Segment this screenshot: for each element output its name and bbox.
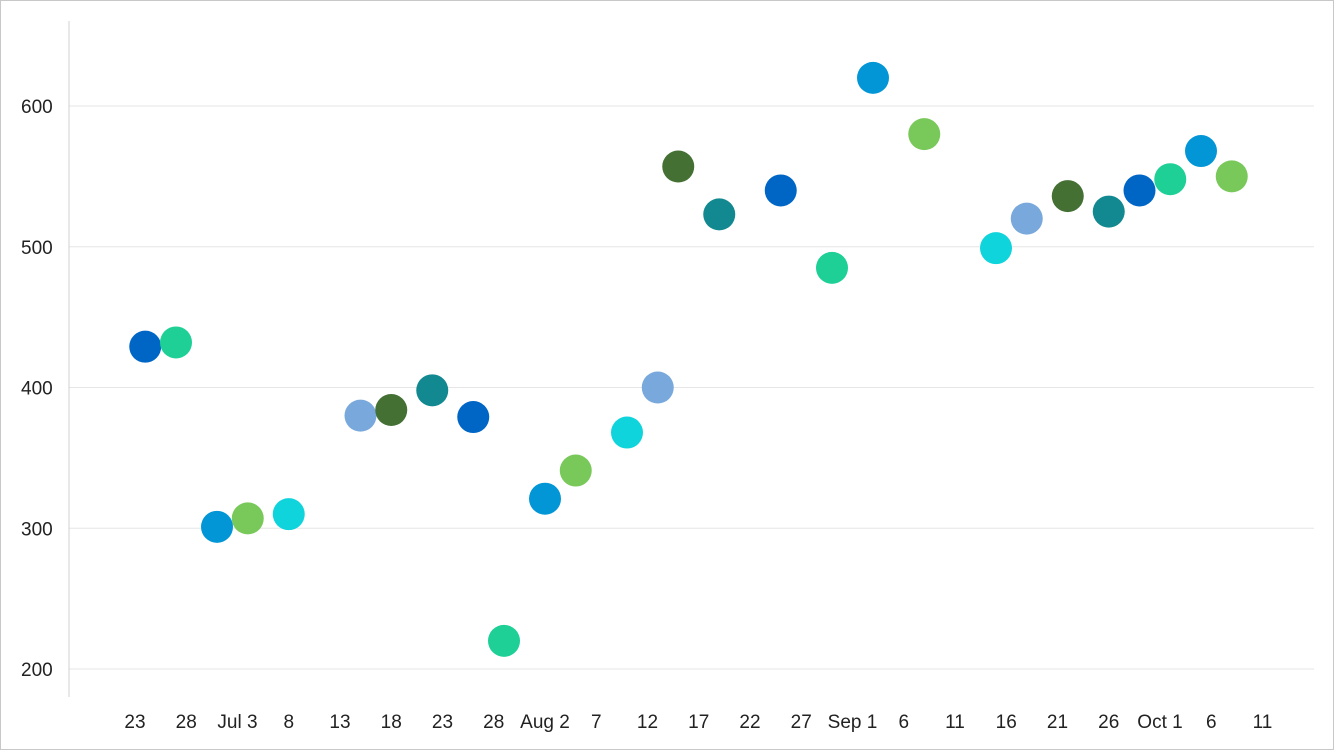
x-tick-label: 6 [898, 712, 909, 733]
data-point [641, 371, 674, 404]
x-tick-label: Jul 3 [217, 712, 257, 733]
data-point [1051, 180, 1084, 213]
data-point [416, 374, 449, 407]
data-point [559, 454, 592, 487]
x-tick-label: 6 [1206, 712, 1217, 733]
data-point [908, 118, 941, 151]
x-tick-label: 28 [176, 712, 197, 733]
gridlines [69, 105, 1314, 670]
data-point [662, 150, 695, 183]
x-tick-label: 23 [432, 712, 453, 733]
x-tick-label: 21 [1047, 712, 1068, 733]
data-point [816, 251, 848, 284]
x-tick-label: 18 [381, 712, 402, 733]
y-tick-label: 600 [21, 97, 53, 118]
data-point [980, 232, 1012, 265]
data-point [611, 416, 643, 449]
x-tick-label: 8 [283, 712, 294, 733]
x-tick-labels: 23 28 Jul 3 8 13 18 23 28 Aug 2 7 12 17 22 27 Sep 1 6 11… [124, 712, 1272, 733]
x-tick-label: Oct 1 [1137, 712, 1182, 733]
x-tick-label: 11 [945, 712, 965, 733]
data-point [129, 330, 162, 363]
data-point [1154, 163, 1187, 196]
data-point [344, 399, 377, 432]
data-point [1215, 160, 1248, 193]
data-point [160, 326, 192, 359]
x-tick-label: 26 [1098, 712, 1119, 733]
x-tick-label: 17 [688, 712, 709, 733]
data-point [231, 502, 264, 535]
data-point [457, 401, 490, 434]
data-point [375, 394, 408, 427]
data-point [488, 624, 520, 657]
y-tick-label: 200 [21, 660, 53, 681]
y-tick-label: 400 [21, 379, 53, 400]
data-point [764, 174, 797, 207]
x-tick-label: 23 [124, 712, 145, 733]
y-tick-labels: 200 300 400 500 600 [21, 97, 53, 681]
x-tick-label: 28 [483, 712, 504, 733]
data-point [1092, 195, 1125, 228]
x-tick-label: 22 [739, 712, 760, 733]
x-tick-label: 13 [329, 712, 350, 733]
data-point [272, 498, 305, 531]
x-tick-label: 16 [996, 712, 1017, 733]
data-point [857, 61, 889, 94]
x-tick-label: 12 [637, 712, 658, 733]
data-point [1185, 135, 1217, 168]
data-point [703, 198, 736, 231]
data-points [129, 61, 1248, 657]
y-tick-label: 500 [21, 238, 53, 259]
data-point [529, 482, 561, 515]
x-tick-label: 7 [591, 712, 602, 733]
data-point [201, 510, 233, 543]
x-tick-label: 11 [1253, 712, 1273, 733]
x-tick-label: Aug 2 [520, 712, 570, 733]
x-tick-label: Sep 1 [828, 712, 878, 733]
x-tick-label: 27 [791, 712, 812, 733]
data-point [1010, 202, 1043, 235]
data-point [1123, 174, 1156, 207]
y-tick-label: 300 [21, 519, 53, 540]
